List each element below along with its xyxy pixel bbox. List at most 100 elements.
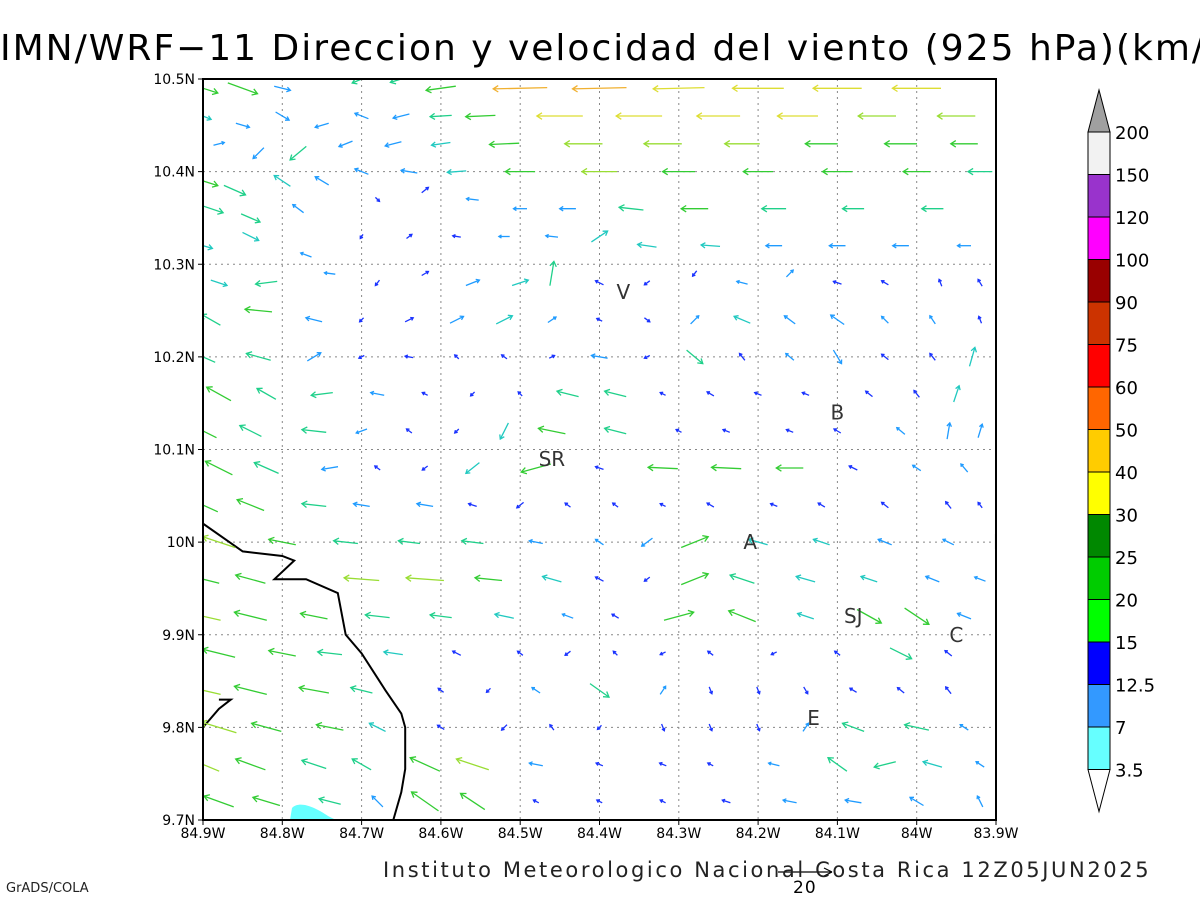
wind-vector-shaft <box>974 576 986 582</box>
wind-vector-head <box>827 756 834 764</box>
wind-vector <box>410 791 439 812</box>
wind-vector <box>727 609 756 623</box>
wind-vector-shaft <box>817 502 826 508</box>
wind-vector-head <box>659 651 664 656</box>
wind-vector-head <box>662 685 667 690</box>
place-label: SJ <box>844 604 863 628</box>
wind-vector-shaft <box>495 315 513 325</box>
wind-vector-head <box>317 796 325 804</box>
wind-vector-head <box>873 762 880 770</box>
wind-vector-shaft <box>398 540 421 545</box>
wind-vector-shaft <box>946 422 951 440</box>
y-tick-label: 10.3N <box>153 257 195 273</box>
wind-vector <box>373 465 381 471</box>
x-tick-label: 84.2W <box>736 826 781 842</box>
wind-vector-head <box>612 650 617 655</box>
wind-vector-shaft <box>897 687 905 694</box>
wind-vector-head <box>643 578 648 582</box>
wind-vector-head <box>203 534 209 542</box>
colorbar-label: 12.5 <box>1115 676 1155 697</box>
wind-vector-head <box>976 795 981 800</box>
wind-vector-head <box>421 391 426 396</box>
wind-vector-shaft <box>782 799 797 804</box>
wind-vector-shaft <box>542 575 562 583</box>
wind-vector-shaft <box>252 147 265 159</box>
wind-vector <box>753 391 762 396</box>
wind-vector-head <box>611 502 616 507</box>
wind-vector <box>721 798 731 804</box>
wind-vector <box>833 650 841 656</box>
wind-vector-shaft <box>865 390 873 398</box>
wind-vector-shaft <box>203 795 234 808</box>
wind-vector-head <box>520 467 528 475</box>
wind-vector-shaft <box>881 280 889 286</box>
wind-vector-shaft <box>371 795 384 808</box>
wind-vector-shaft <box>203 763 220 772</box>
wind-vector <box>204 460 233 476</box>
wind-vector-head <box>357 355 362 360</box>
wind-vector-shaft <box>728 610 756 623</box>
wind-vector-shaft <box>785 353 795 361</box>
wind-vector-head <box>410 316 415 321</box>
wind-vector <box>460 537 484 545</box>
wind-vector-head <box>185 684 191 690</box>
wind-vector-shaft <box>234 685 267 696</box>
colorbar-bin <box>1087 514 1111 558</box>
wind-vector-head <box>564 652 569 657</box>
wind-vector-head <box>960 463 964 467</box>
wind-vector-head <box>659 799 664 804</box>
wind-vector-head <box>941 538 947 543</box>
wind-vector-shaft <box>796 575 816 583</box>
wind-vector <box>382 649 403 656</box>
wind-vector-head <box>286 86 292 93</box>
wind-vector <box>253 461 279 474</box>
wind-vector-head <box>371 795 377 801</box>
wind-vector <box>903 721 930 731</box>
wind-vector <box>399 168 418 174</box>
wind-vector <box>323 271 336 276</box>
wind-vector-shaft <box>268 649 296 657</box>
colorbar-bin <box>1087 259 1111 303</box>
wind-vector-head <box>913 389 918 394</box>
wind-vector-shaft <box>351 758 372 771</box>
wind-vector-head <box>233 683 241 692</box>
wind-vector <box>611 502 619 508</box>
wind-vector <box>304 315 323 323</box>
wind-vector-shaft <box>729 574 755 584</box>
wind-vector-head <box>702 534 710 542</box>
wind-vector-head <box>864 390 869 395</box>
wind-vector <box>929 352 936 361</box>
wind-vector-head <box>549 260 557 268</box>
coastline-island <box>203 698 234 729</box>
wind-vector <box>614 112 663 120</box>
wind-vector <box>756 723 761 732</box>
wind-vector <box>409 756 441 772</box>
wind-vector-shaft <box>465 462 480 474</box>
wind-vector-shaft <box>784 315 796 325</box>
wind-vector-head <box>291 203 297 209</box>
wind-vector <box>310 391 333 399</box>
colorbar-label: 25 <box>1115 548 1138 569</box>
wind-vector-head <box>187 757 193 763</box>
wind-vector <box>300 500 327 509</box>
wind-vector <box>243 305 273 314</box>
wind-vector-shaft <box>849 687 857 693</box>
wind-vector-head <box>709 690 714 695</box>
wind-vector-shaft <box>252 796 281 807</box>
coastline-path <box>203 522 407 820</box>
wind-vector-head <box>829 314 835 320</box>
wind-vector-head <box>190 424 196 430</box>
wind-vector-head <box>359 235 364 240</box>
wind-vector-shaft <box>274 85 291 91</box>
wind-vector-shaft <box>968 347 976 367</box>
wind-vector <box>320 466 339 472</box>
wind-vector-shaft <box>306 352 322 362</box>
wind-vector-head <box>415 501 422 508</box>
wind-vector <box>686 349 704 365</box>
wind-vector-shaft <box>301 503 327 508</box>
wind-vector-head <box>221 140 226 146</box>
wind-vector-head <box>207 244 214 251</box>
wind-vector-head <box>451 234 456 239</box>
wind-vector-head <box>911 464 916 469</box>
wind-vector-head <box>558 205 564 212</box>
